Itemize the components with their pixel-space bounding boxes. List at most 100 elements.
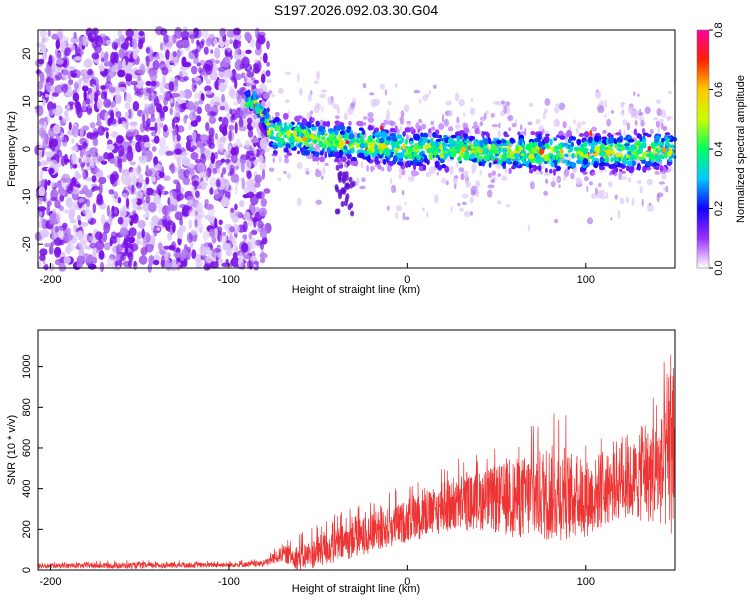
band-blob bbox=[637, 156, 642, 160]
band-blob bbox=[562, 159, 569, 163]
noise-blob bbox=[394, 83, 398, 88]
noise-blob bbox=[39, 29, 48, 38]
noise-blob bbox=[215, 162, 220, 170]
noise-blob bbox=[229, 164, 236, 175]
band-blob bbox=[334, 129, 339, 136]
noise-blob bbox=[563, 174, 567, 181]
noise-blob bbox=[485, 110, 490, 115]
band-blob bbox=[594, 135, 600, 143]
noise-blob bbox=[37, 148, 42, 161]
band-blob bbox=[664, 151, 667, 158]
noise-blob bbox=[153, 156, 158, 166]
spectrogram-signal-band bbox=[244, 88, 678, 183]
noise-blob bbox=[479, 121, 484, 127]
noise-blob bbox=[51, 138, 58, 148]
noise-blob bbox=[258, 162, 267, 171]
band-blob bbox=[555, 153, 559, 161]
noise-blob bbox=[657, 126, 661, 134]
band-blob bbox=[367, 147, 375, 151]
band-blob bbox=[250, 103, 254, 110]
noise-blob bbox=[154, 122, 158, 134]
noise-blob bbox=[95, 240, 105, 251]
noise-blob bbox=[117, 197, 122, 204]
noise-blob bbox=[607, 181, 613, 188]
noise-blob bbox=[428, 89, 432, 95]
noise-blob bbox=[36, 105, 44, 117]
noise-blob bbox=[461, 201, 467, 206]
noise-blob bbox=[456, 161, 459, 169]
noise-blob bbox=[114, 42, 119, 49]
noise-blob bbox=[188, 123, 192, 131]
snr-y-label: SNR (10 * v/v) bbox=[6, 415, 18, 485]
noise-blob bbox=[268, 167, 275, 173]
noise-blob bbox=[432, 84, 437, 89]
noise-blob bbox=[475, 179, 480, 188]
noise-blob bbox=[544, 178, 549, 184]
band-blob bbox=[330, 145, 335, 151]
noise-blob bbox=[170, 162, 176, 174]
noise-blob bbox=[158, 148, 166, 156]
noise-blob bbox=[343, 200, 348, 207]
band-blob bbox=[650, 142, 656, 150]
noise-blob bbox=[147, 167, 157, 178]
band-blob bbox=[304, 131, 311, 139]
band-blob bbox=[573, 146, 580, 152]
noise-blob bbox=[163, 124, 168, 132]
noise-blob bbox=[136, 178, 145, 183]
noise-blob bbox=[79, 240, 87, 251]
band-blob bbox=[398, 154, 404, 159]
noise-blob bbox=[597, 105, 605, 114]
band-blob bbox=[357, 152, 365, 159]
noise-blob bbox=[656, 99, 662, 104]
noise-blob bbox=[296, 161, 303, 170]
noise-blob bbox=[37, 206, 47, 212]
noise-blob bbox=[42, 139, 48, 150]
band-blob bbox=[568, 153, 571, 157]
noise-blob bbox=[186, 101, 195, 111]
noise-blob bbox=[658, 181, 666, 185]
noise-blob bbox=[82, 170, 86, 180]
noise-blob bbox=[660, 109, 667, 118]
band-blob bbox=[288, 123, 293, 129]
noise-blob bbox=[344, 175, 349, 181]
snr-x-ticks: -200 -100 0 100 bbox=[39, 565, 595, 588]
noise-blob bbox=[266, 101, 272, 109]
band-blob bbox=[656, 159, 663, 162]
noise-blob bbox=[458, 98, 465, 107]
noise-blob bbox=[530, 181, 535, 190]
noise-blob bbox=[91, 164, 95, 169]
noise-blob bbox=[338, 176, 343, 183]
band-blob bbox=[654, 137, 659, 144]
noise-blob bbox=[230, 256, 240, 268]
band-blob bbox=[494, 153, 500, 157]
noise-blob bbox=[138, 155, 148, 164]
noise-blob bbox=[82, 85, 89, 92]
band-blob bbox=[348, 120, 352, 126]
noise-blob bbox=[462, 112, 466, 117]
noise-blob bbox=[310, 110, 314, 115]
band-blob bbox=[355, 143, 360, 149]
noise-blob bbox=[169, 107, 173, 116]
noise-blob bbox=[389, 177, 393, 185]
noise-blob bbox=[60, 36, 69, 45]
noise-blob bbox=[62, 222, 68, 229]
noise-blob bbox=[133, 260, 137, 267]
noise-blob bbox=[45, 81, 52, 93]
noise-blob bbox=[217, 226, 223, 234]
noise-blob bbox=[59, 131, 64, 142]
noise-blob bbox=[498, 122, 501, 129]
noise-blob bbox=[56, 211, 61, 222]
y-tick-label: 0 bbox=[21, 567, 33, 573]
noise-blob bbox=[38, 211, 43, 218]
noise-blob bbox=[313, 105, 320, 114]
noise-blob bbox=[259, 36, 265, 45]
noise-blob bbox=[71, 125, 80, 138]
noise-blob bbox=[224, 49, 228, 57]
band-blob bbox=[338, 133, 343, 140]
noise-blob bbox=[469, 211, 473, 216]
noise-blob bbox=[250, 229, 258, 236]
colorbar-gradient bbox=[697, 30, 709, 268]
noise-blob bbox=[165, 59, 170, 66]
band-blob bbox=[525, 143, 532, 151]
noise-blob bbox=[89, 122, 96, 129]
